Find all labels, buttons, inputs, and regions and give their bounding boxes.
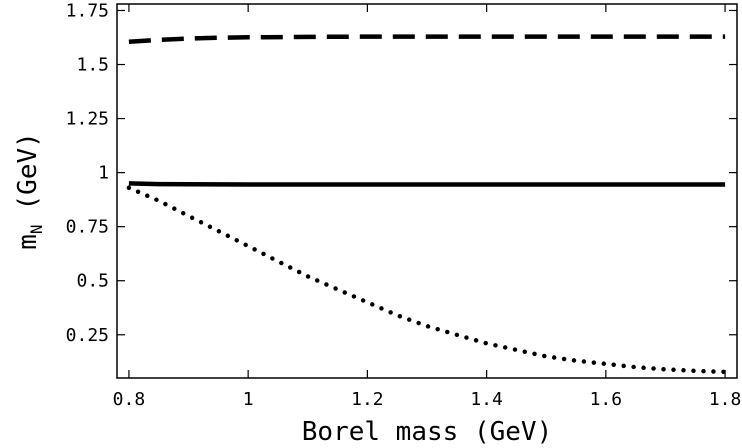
series: [126, 34, 728, 375]
series-line-dotted: [126, 185, 728, 375]
series-line-solid: [128, 181, 726, 187]
y-tick-label: 0.75: [66, 217, 109, 238]
x-axis-title: Borel mass (GeV): [302, 417, 552, 447]
y-tick-label: 1: [98, 163, 109, 184]
y-tick-label: 1.5: [76, 55, 109, 76]
series-line-dashed: [128, 34, 726, 45]
y-tick-label: 1.75: [66, 0, 109, 21]
y-axis-title-main: m: [13, 234, 43, 250]
y-tick-label: 1.25: [66, 109, 109, 130]
y-axis-title-unit: (GeV): [13, 132, 43, 210]
y-tick-label: 0.5: [76, 271, 109, 292]
y-tick-label: 0.25: [66, 325, 109, 346]
y-axis-title: mN (GeV): [13, 132, 46, 250]
y-axis-title-sub: N: [27, 224, 46, 234]
x-tick-label: 0.8: [113, 389, 146, 410]
x-tick-label: 1.4: [470, 389, 503, 410]
x-tick-label: 1: [243, 389, 254, 410]
x-tick-label: 1.6: [590, 389, 623, 410]
x-tick-label: 1.2: [351, 389, 384, 410]
plot-frame: [116, 3, 738, 379]
x-tick-label: 1.8: [709, 389, 742, 410]
ticks: 0.8 1 1.2 1.4 1.6 1.8 0.25 0.5 0.75 1 1.25 1.5 1.75: [66, 0, 742, 410]
